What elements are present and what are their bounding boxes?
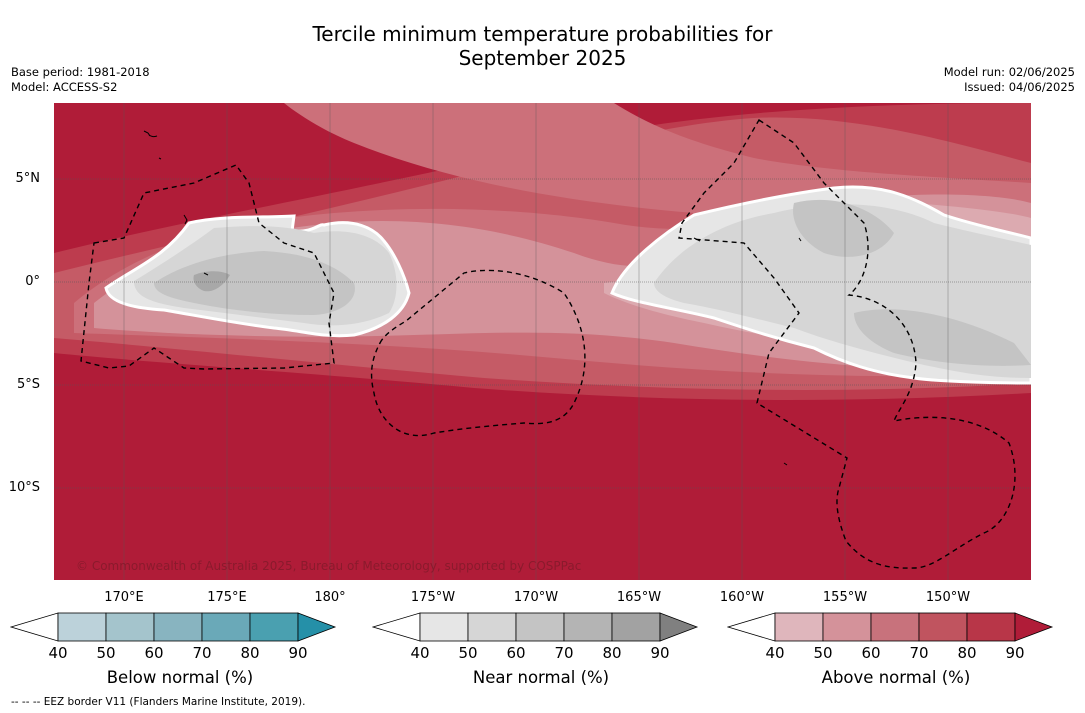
colorbar-tick-label: 60 — [506, 644, 526, 662]
colorbar-tick-label: 40 — [765, 644, 785, 662]
colorbar-extend-low — [10, 612, 59, 642]
colorbar-segment — [918, 612, 968, 642]
colorbar-tick-label: 40 — [410, 644, 430, 662]
colorbar-segment — [249, 612, 299, 642]
colorbar-segment — [563, 612, 613, 642]
colorbar-near-normal — [372, 612, 699, 642]
colorbar-segment — [515, 612, 565, 642]
lat-label-5n: 5°N — [15, 171, 41, 186]
colorbar-tick-label: 40 — [48, 644, 68, 662]
model-name: Model: ACCESS-S2 — [11, 80, 118, 94]
colorbar-tick-label: 90 — [1005, 644, 1025, 662]
colorbar-tick-label: 50 — [458, 644, 478, 662]
colorbar-segment — [419, 612, 469, 642]
lat-label-5s: 5°S — [16, 377, 40, 392]
colorbar-segment — [774, 612, 824, 642]
colorbar-extend-low — [372, 612, 421, 642]
colorbar-segment — [822, 612, 872, 642]
colorbar-tick-label: 80 — [957, 644, 977, 662]
colorbar-tick-label: 70 — [554, 644, 574, 662]
colorbar-tick-label: 50 — [96, 644, 116, 662]
colorbar-segment — [467, 612, 517, 642]
colorbar-below-normal — [10, 612, 337, 642]
colorbar-segment — [611, 612, 661, 642]
colorbar-extend-high — [297, 612, 337, 642]
title-line-2: September 2025 — [458, 46, 627, 70]
graticule-meridians — [123, 103, 949, 580]
colorbar-tick-label: 50 — [813, 644, 833, 662]
copyright-notice: © Commonwealth of Australia 2025, Bureau… — [76, 559, 581, 573]
colorbar-extend-high — [1014, 612, 1054, 642]
colorbar-segment — [105, 612, 155, 642]
lon-label: 160°W — [719, 590, 765, 605]
lon-label: 150°W — [925, 590, 971, 605]
lon-label: 170°W — [513, 590, 559, 605]
lat-label-0: 0° — [25, 274, 40, 289]
base-period: Base period: 1981-2018 — [11, 65, 150, 79]
colorbar-title-near: Near normal (%) — [472, 668, 610, 687]
colorbar-segment — [57, 612, 107, 642]
colorbar-title-below: Below normal (%) — [106, 668, 254, 687]
lon-label: 165°W — [616, 590, 662, 605]
lon-label: 170°E — [104, 590, 144, 605]
title-line-1: Tercile minimum temperature probabilitie… — [312, 22, 773, 46]
colorbar-segment — [966, 612, 1016, 642]
lon-label: 175°W — [410, 590, 456, 605]
meta-right: Model run: 02/06/2025 Issued: 04/06/2025 — [944, 65, 1075, 95]
meta-left: Base period: 1981-2018 Model: ACCESS-S2 — [11, 65, 150, 95]
colorbar-extend-low — [727, 612, 776, 642]
colorbar-title-above: Above normal (%) — [821, 668, 971, 687]
colorbar-tick-label: 60 — [144, 644, 164, 662]
lon-label: 180° — [314, 590, 346, 605]
colorbar-tick-label: 90 — [650, 644, 670, 662]
colorbar-segment — [870, 612, 920, 642]
eez-footnote: -- -- -- EEZ border V11 (Flanders Marine… — [11, 696, 306, 708]
map-title: Tercile minimum temperature probabilitie… — [0, 22, 1085, 70]
contour-near-70-west — [154, 251, 355, 315]
colorbar-tick-label: 90 — [288, 644, 308, 662]
islands — [143, 130, 802, 466]
lon-label: 175°E — [207, 590, 247, 605]
model-run: Model run: 02/06/2025 — [943, 65, 1075, 79]
eez-borders — [80, 119, 1016, 569]
colorbar-above-normal — [727, 612, 1054, 642]
colorbar-segment — [201, 612, 251, 642]
colorbar-extend-high — [659, 612, 699, 642]
colorbar-tick-label: 70 — [192, 644, 212, 662]
probability-map: © Commonwealth of Australia 2025, Bureau… — [54, 103, 1031, 580]
colorbar-tick-label: 80 — [602, 644, 622, 662]
contour-near-80-west — [193, 271, 230, 292]
colorbar-segment — [153, 612, 203, 642]
colorbar-tick-label: 70 — [909, 644, 929, 662]
lon-label: 155°W — [822, 590, 868, 605]
lat-label-10s: 10°S — [8, 480, 40, 495]
contour-near-70-east — [793, 199, 1031, 366]
issued-date: Issued: 04/06/2025 — [964, 80, 1075, 94]
colorbar-tick-label: 80 — [240, 644, 260, 662]
colorbar-tick-label: 60 — [861, 644, 881, 662]
